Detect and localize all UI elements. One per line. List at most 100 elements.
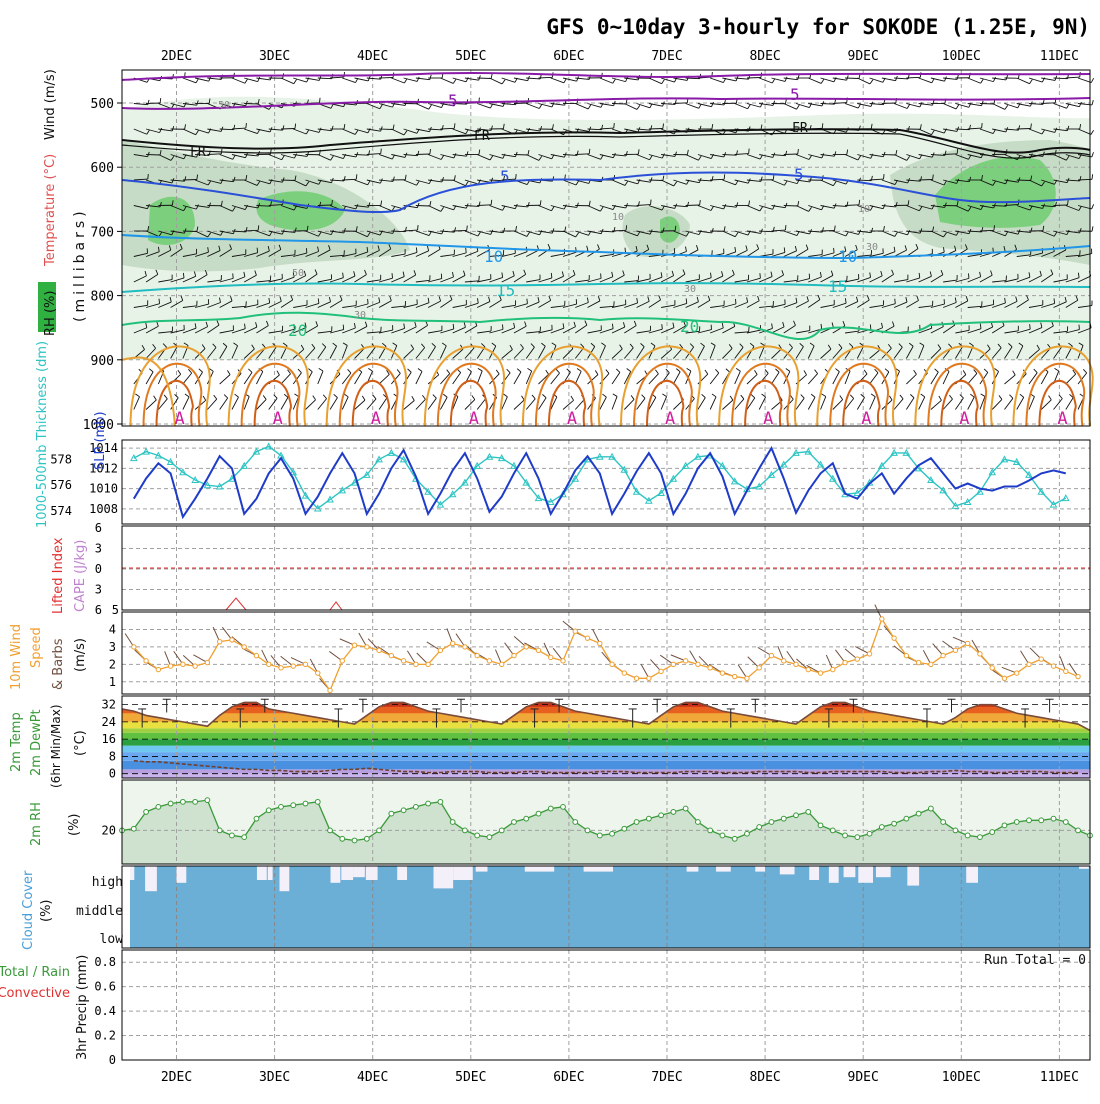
wind-speed-point (1051, 664, 1055, 668)
wind-speed-point (524, 645, 528, 649)
label-rh-50-a: 50 (218, 100, 230, 111)
wind-barb-feather (957, 149, 958, 154)
thickness-tick-label: 576 (50, 478, 72, 492)
wind-barb-feather (884, 174, 885, 179)
rh-point (266, 808, 271, 813)
day-label-bottom: 8DEC (749, 1070, 780, 1085)
label-fr-1: FR (190, 145, 206, 160)
wind-speed-point (978, 652, 982, 656)
wind-speed-point (181, 662, 185, 666)
temp-ylabel-3: (6hr Min/Max) (49, 705, 63, 789)
wind-speed-point (573, 629, 577, 633)
day-label-bottom: 4DEC (357, 1070, 388, 1085)
wind-speed-point (708, 666, 712, 670)
rh-point (757, 825, 762, 830)
rh-point (499, 828, 504, 833)
wind-speed-point (291, 664, 295, 668)
wind-speed-point (610, 662, 614, 666)
wind-speed-point (389, 653, 393, 657)
cloud-gap (366, 866, 378, 880)
wind-barb-feather (319, 98, 320, 103)
wind-barb-feather (686, 298, 687, 303)
wind-speed-point (328, 688, 332, 692)
rh-point (156, 804, 161, 809)
rh-point (953, 828, 958, 833)
wind-barb-feather (1092, 174, 1093, 179)
cloud-gap (716, 866, 731, 872)
rh-point (168, 801, 173, 806)
upper-ylabel-unit: (millibars) (72, 207, 88, 322)
wind-speed-point (536, 648, 540, 652)
wind-barb-feather (919, 273, 920, 278)
wind-speed-point (303, 662, 307, 666)
rh-point (303, 801, 308, 806)
temp-tick-label: 8 (109, 749, 116, 763)
wind-barb-feather (551, 273, 552, 278)
run-total: Run Total = 0 (984, 953, 1086, 968)
rh-point (279, 804, 284, 809)
cloud-gap (829, 866, 839, 883)
cape-ylabel-lifted: Lifted Index (51, 537, 66, 614)
temp-tick-label: 0 (109, 767, 116, 781)
rh-point (524, 816, 529, 821)
cloud-gap (966, 866, 978, 883)
cloud-ylabel-1: Cloud Cover (21, 870, 36, 950)
rh-point (340, 836, 345, 841)
rh-tick-label: 20 (102, 823, 116, 837)
rh-point (745, 831, 750, 836)
wind-barb-feather (625, 248, 626, 253)
rh-point (634, 820, 639, 825)
rh-point (328, 828, 333, 833)
wind-speed-point (683, 659, 687, 663)
wind-barb-feather (246, 123, 247, 128)
cloud-gap (755, 866, 765, 872)
day-label-bottom: 5DEC (455, 1070, 486, 1085)
cape-ylabel-cape: CAPE (J/kg) (73, 540, 88, 612)
rh-point (548, 806, 553, 811)
cloud-gap (809, 866, 819, 880)
rh-point (978, 835, 983, 840)
day-label-top: 2DEC (161, 49, 192, 64)
pressure-tick-label: 600 (91, 161, 114, 176)
temp-tick-label: 16 (102, 732, 116, 746)
wind-speed-point (855, 657, 859, 661)
day-label-top: 7DEC (651, 49, 682, 64)
cloud-level-middle: middle (76, 904, 123, 919)
wind-barb-feather (159, 299, 160, 304)
label-rh-10-a: 10 (612, 212, 624, 223)
rh-point (965, 833, 970, 838)
wind-speed-point (880, 617, 884, 621)
wind-barb-feather (453, 324, 454, 329)
wind-barb-feather (724, 174, 725, 179)
wind-speed-point (794, 662, 798, 666)
wind-speed-point (965, 641, 969, 645)
wind-barb-feather (1054, 298, 1055, 303)
pressure-tick-label: 700 (91, 225, 114, 240)
wind-barb-feather (516, 174, 517, 179)
wind-speed-point (720, 671, 724, 675)
wind-speed-point (990, 666, 994, 670)
wind-speed-point (254, 653, 258, 657)
rh-point (426, 801, 431, 806)
rh-point (892, 821, 897, 826)
wind-speed-point (806, 667, 810, 671)
rh-point (364, 836, 369, 841)
wind-speed-point (365, 645, 369, 649)
cloud-ylabel-unit: (%) (39, 900, 54, 923)
wind-tick-label: 3 (109, 640, 116, 654)
rh-point (646, 816, 651, 821)
rh-point (352, 838, 357, 843)
lifted-tick-label: 6 (95, 521, 102, 535)
wind-barb-feather (491, 200, 492, 205)
rh-point (720, 833, 725, 838)
wind-speed-point (916, 660, 920, 664)
cloud-gap (476, 866, 488, 872)
wind-barb-feather (418, 225, 419, 230)
precip-ylabel-2: Convective (0, 986, 70, 1001)
wind-speed-point (487, 659, 491, 663)
cloud-gap (434, 866, 454, 888)
rh-point (536, 811, 541, 816)
cloud-gap (858, 866, 873, 883)
wind-speed-point (316, 671, 320, 675)
day-label-top: 10DEC (942, 49, 981, 64)
